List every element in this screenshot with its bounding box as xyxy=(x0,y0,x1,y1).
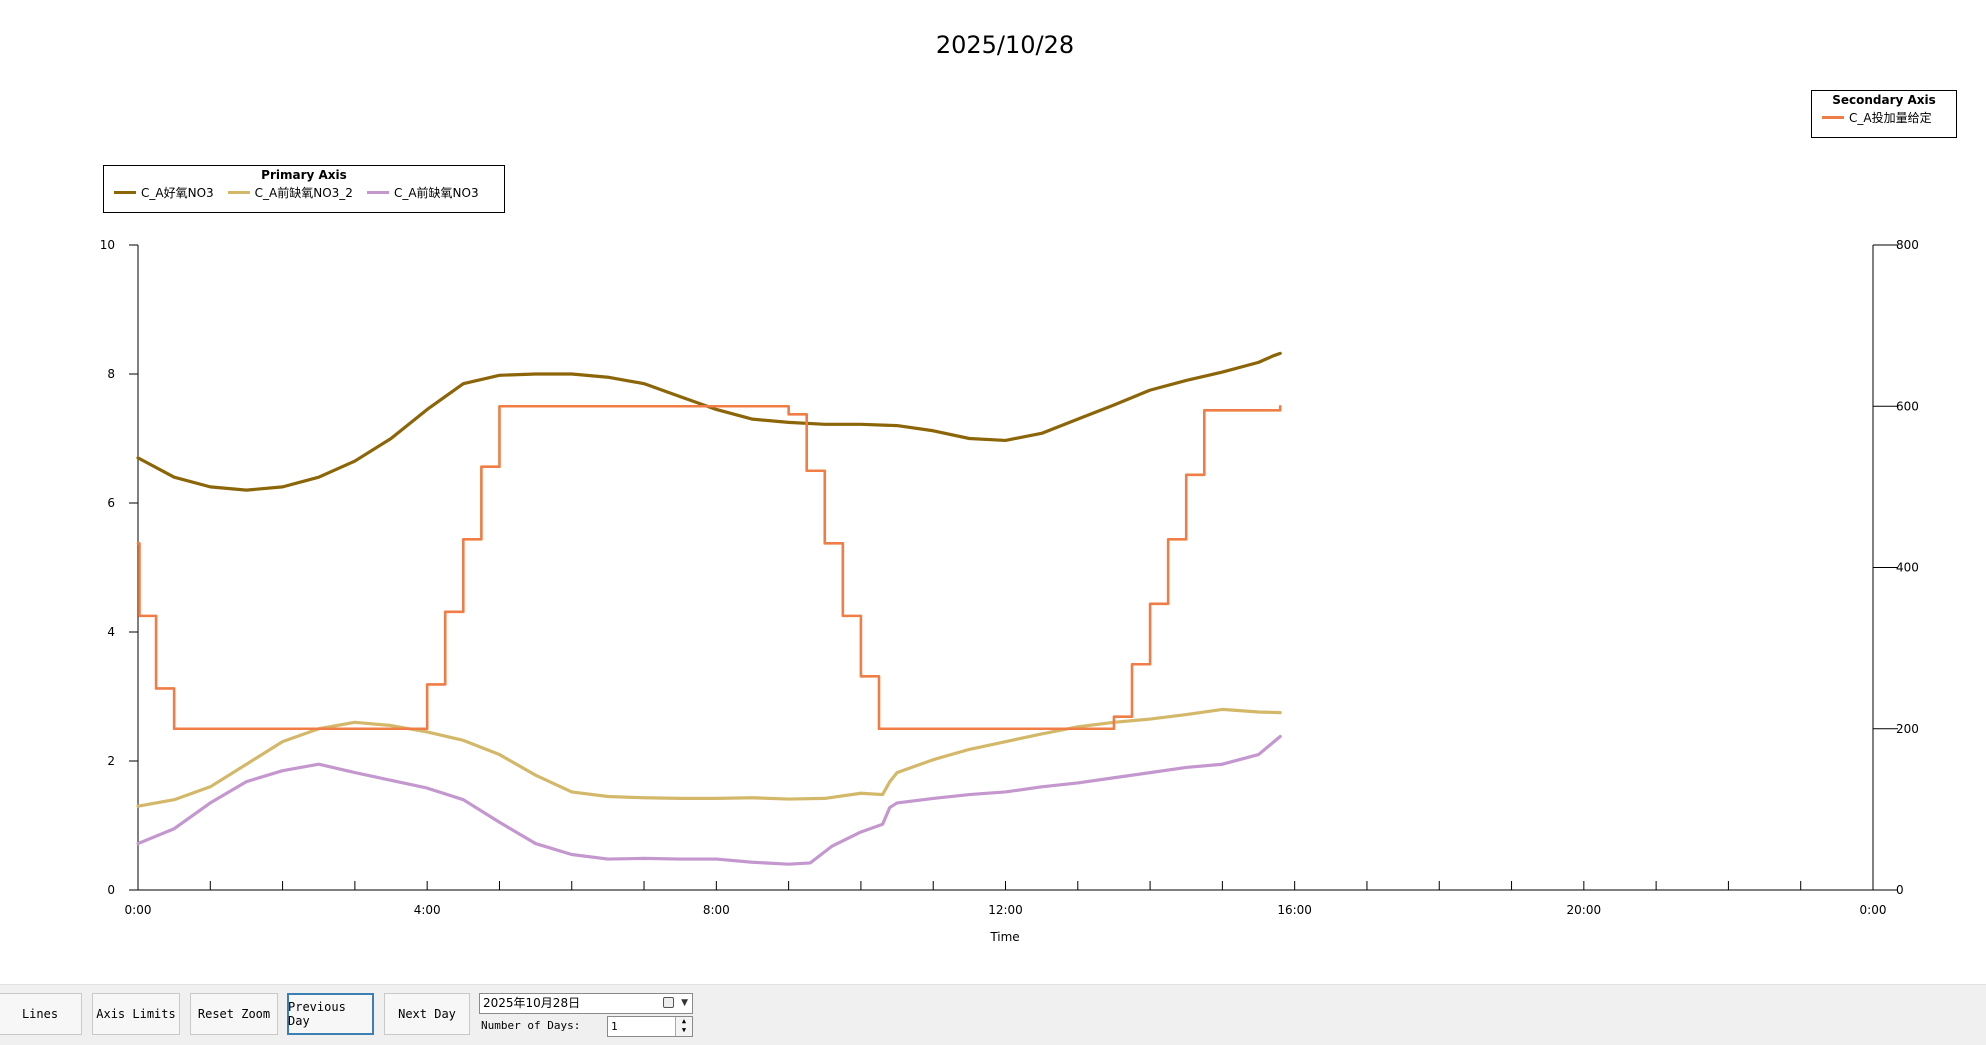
series-lines xyxy=(136,351,1282,866)
series-line-3 xyxy=(136,404,1282,731)
x-tick-label: 0:00 xyxy=(1860,903,1887,917)
date-picker[interactable]: 2025年10月28日 ▼ xyxy=(479,993,693,1014)
next-day-button[interactable]: Next Day xyxy=(384,993,470,1035)
reset-zoom-button[interactable]: Reset Zoom xyxy=(190,993,278,1035)
days-value: 1 xyxy=(611,1020,618,1033)
y-secondary-tick-label: 0 xyxy=(1896,883,1904,897)
calendar-icon[interactable] xyxy=(663,997,674,1008)
y-primary-tick-label: 8 xyxy=(107,367,115,381)
series-line-2 xyxy=(136,734,1282,866)
legend-item-aerobic-no3: C_A好氧NO3 xyxy=(114,184,214,201)
previous-day-button[interactable]: Previous Day xyxy=(287,993,374,1035)
y-primary-tick-label: 6 xyxy=(107,496,115,510)
axes: 0 2 4 6 8 10 0 200 400 600 800 0:00 4:00 8:00 12:00 16:… xyxy=(100,238,1919,917)
lines-button[interactable]: Lines xyxy=(0,993,82,1035)
x-tick-label: 8:00 xyxy=(703,903,730,917)
series-line-0 xyxy=(136,351,1282,492)
series-line-1 xyxy=(136,707,1282,808)
legend-label: C_A投加量给定 xyxy=(1849,111,1932,125)
bottom-toolbar: Lines Axis Limits Reset Zoom Previous Da… xyxy=(0,984,1986,1045)
legend-swatch-icon xyxy=(366,191,389,194)
legend-item-anoxic-no3: C_A前缺氧NO3 xyxy=(366,184,479,201)
legend-swatch-icon xyxy=(114,191,136,194)
date-value: 2025年10月28日 xyxy=(483,996,581,1010)
legend-swatch-icon xyxy=(227,191,250,194)
y-secondary-tick-label: 200 xyxy=(1896,722,1919,736)
spinner-icon[interactable]: ▲ ▼ xyxy=(675,1017,692,1036)
primary-legend-title: Primary Axis xyxy=(261,168,347,182)
y-primary-tick-label: 4 xyxy=(107,625,115,639)
chart-area[interactable]: 2025/10/28 0 2 4 6 8 10 0 200 400 600 800 0:00 4:00 8… xyxy=(0,0,1986,984)
y-primary-tick-label: 0 xyxy=(107,883,115,897)
secondary-legend-items: C_A投加量给定 xyxy=(1812,107,1956,126)
y-primary-tick-label: 2 xyxy=(107,754,115,768)
x-tick-label: 20:00 xyxy=(1567,903,1602,917)
legend-label: C_A前缺氧NO3 xyxy=(393,186,479,200)
legend-item-dosing-setpoint: C_A投加量给定 xyxy=(1822,109,1932,126)
x-tick-label: 12:00 xyxy=(988,903,1023,917)
chart-title: 2025/10/28 xyxy=(936,31,1074,59)
legend-item-anoxic-no3-2: C_A前缺氧NO3_2 xyxy=(227,184,353,201)
primary-axis-legend: Primary Axis C_A好氧NO3 C_A前缺氧NO3_2 C_A前缺氧… xyxy=(103,165,505,213)
number-of-days-input[interactable]: 1 ▲ ▼ xyxy=(607,1016,693,1037)
x-tick-label: 16:00 xyxy=(1277,903,1312,917)
y-primary-tick-label: 10 xyxy=(100,238,115,252)
number-of-days-label: Number of Days: xyxy=(481,1019,581,1032)
x-tick-label: 0:00 xyxy=(125,903,152,917)
x-tick-label: 4:00 xyxy=(414,903,441,917)
y-secondary-tick-label: 800 xyxy=(1896,238,1919,252)
chevron-down-icon[interactable]: ▼ xyxy=(681,998,688,1008)
x-axis-label: Time xyxy=(989,930,1019,944)
primary-legend-items: C_A好氧NO3 C_A前缺氧NO3_2 C_A前缺氧NO3 xyxy=(104,182,504,201)
secondary-legend-title: Secondary Axis xyxy=(1832,93,1936,107)
y-secondary-tick-label: 400 xyxy=(1896,561,1919,575)
legend-swatch-icon xyxy=(1822,116,1844,119)
legend-label: C_A好氧NO3 xyxy=(141,186,214,200)
y-secondary-tick-label: 600 xyxy=(1896,399,1919,413)
legend-label: C_A前缺氧NO3_2 xyxy=(254,186,353,200)
axis-limits-button[interactable]: Axis Limits xyxy=(92,993,180,1035)
secondary-axis-legend: Secondary Axis C_A投加量给定 xyxy=(1811,90,1957,138)
